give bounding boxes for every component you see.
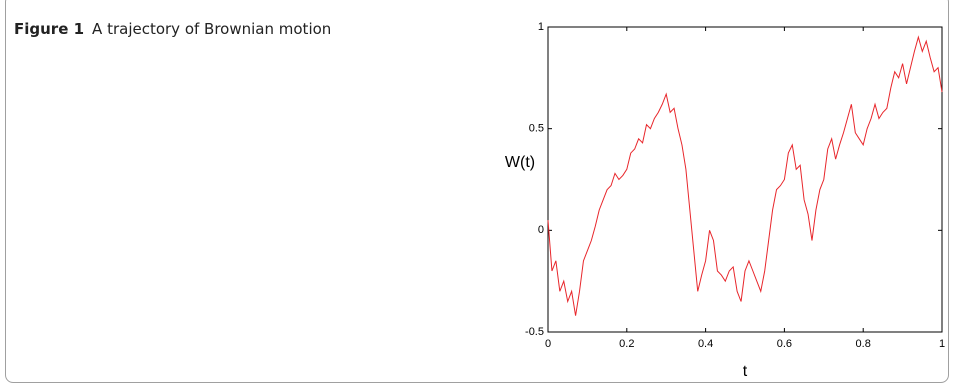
x-tick-label: 0.8	[856, 338, 871, 350]
y-tick-label: 1	[538, 21, 544, 33]
y-axis-label: W(t)	[505, 154, 535, 171]
x-tick-label: 0.4	[698, 338, 713, 350]
x-axis-label: t	[743, 363, 748, 380]
caption: Figure 1 A trajectory of Brownian motion	[14, 20, 331, 38]
y-tick-label: 0	[538, 224, 544, 236]
x-tick-label: 0.6	[777, 338, 792, 350]
data-line	[547, 35, 943, 316]
figure-frame	[5, 0, 949, 383]
y-tick-label: -0.5	[525, 326, 544, 338]
x-tick-label: 0.2	[619, 338, 634, 350]
plot-frame	[547, 26, 943, 333]
caption-text: A trajectory of Brownian motion	[92, 20, 332, 38]
figure-label: Figure 1	[14, 20, 85, 38]
x-tick-label: 0	[545, 338, 551, 350]
y-tick-label: 0.5	[529, 123, 544, 135]
x-tick-label: 1	[939, 338, 945, 350]
